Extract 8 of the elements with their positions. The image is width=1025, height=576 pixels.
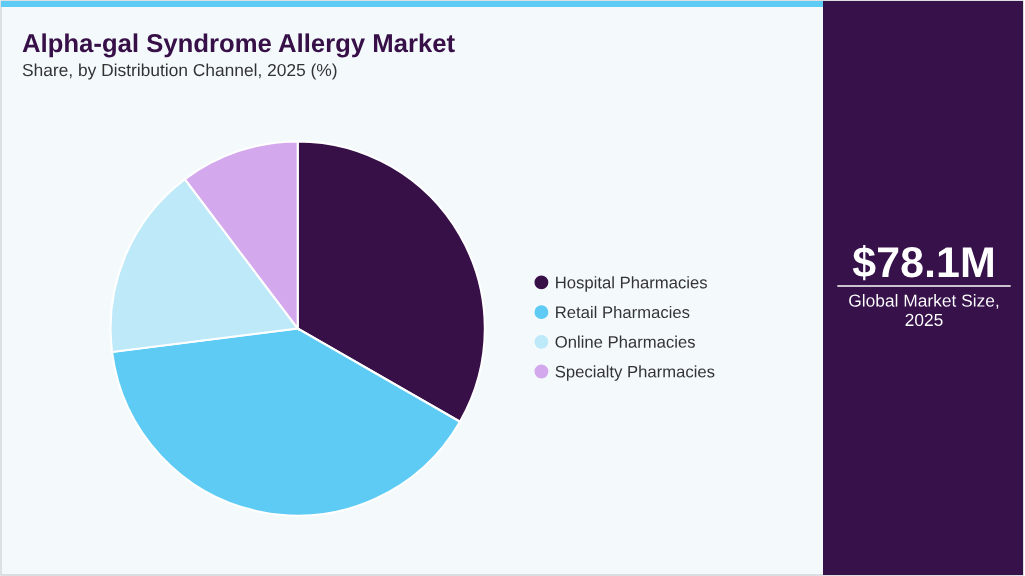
- legend-label: Specialty Pharmacies: [555, 365, 715, 381]
- legend-label: Hospital Pharmacies: [556, 276, 707, 292]
- text: $78.1M: [852, 245, 993, 281]
- chart-title: Alpha-gal Syndrome Allergy Market: [22, 33, 455, 58]
- legend-label: Retail Pharmacies: [556, 305, 690, 319]
- chart-subtitle: Share, by Distribution Channel, 2025 (%): [22, 63, 337, 80]
- legend-label: Online Pharmacies: [555, 335, 695, 348]
- text: Global Market Size, 2025: [849, 294, 999, 327]
